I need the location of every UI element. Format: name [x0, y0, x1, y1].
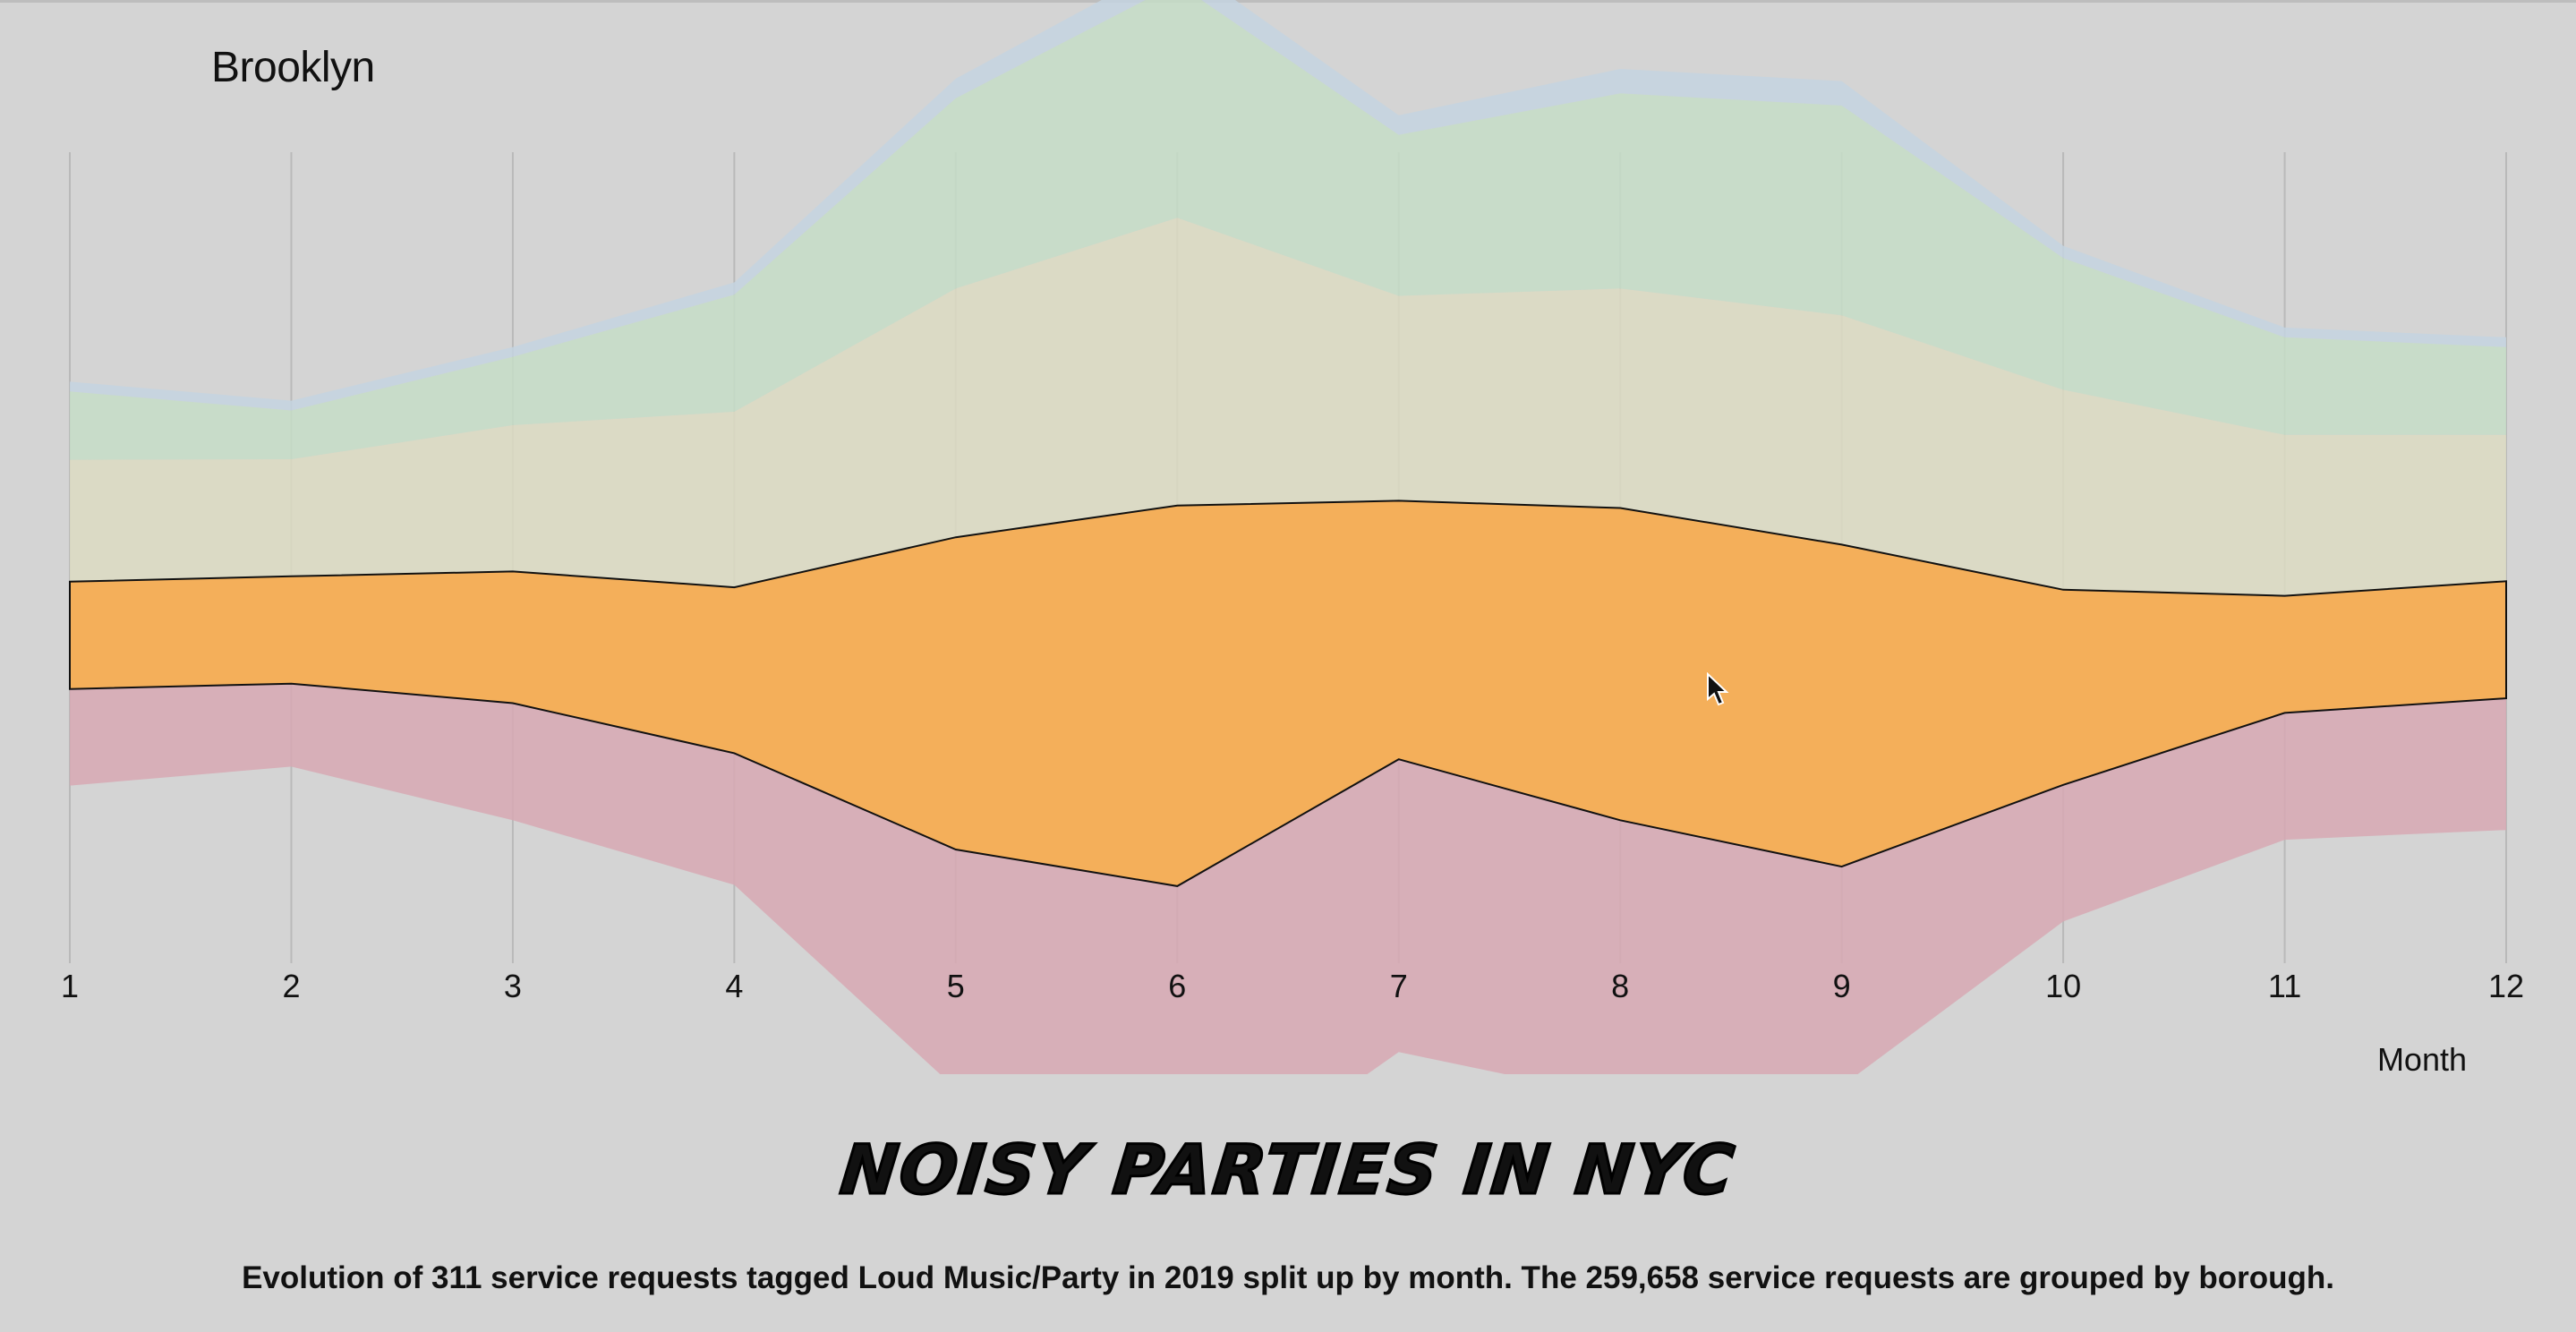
x-tick-label: 4 — [725, 968, 743, 1004]
stream-area[interactable] — [70, 683, 2506, 1074]
streamgraph-chart[interactable]: 1 2 3 4 5 6 7 8 9 10 11 12 Month — [0, 0, 2576, 1074]
hovered-series-label: Brooklyn — [211, 44, 375, 91]
x-tick-label: 7 — [1390, 968, 1408, 1004]
x-tick-label: 12 — [2488, 968, 2524, 1004]
stream-area[interactable] — [70, 0, 2506, 460]
stream-area[interactable] — [70, 0, 2506, 411]
x-axis-label: Month — [2377, 1041, 2467, 1074]
x-tick-label: 1 — [61, 968, 79, 1004]
x-tick-label: 5 — [947, 968, 965, 1004]
page-subtitle: Evolution of 311 service requests tagged… — [242, 1260, 2334, 1295]
stream-area[interactable] — [70, 218, 2506, 596]
x-tick-label: 6 — [1168, 968, 1186, 1004]
stream-area-highlighted[interactable] — [69, 500, 2507, 887]
x-tick-label: 8 — [1611, 968, 1629, 1004]
x-tick-label: 3 — [504, 968, 522, 1004]
x-tick-label: 2 — [282, 968, 300, 1004]
page-title: Noisy parties in NYC — [835, 1129, 1740, 1211]
x-tick-label: 9 — [1833, 968, 1851, 1004]
stream-areas[interactable] — [69, 0, 2507, 1074]
x-tick-label: 11 — [2268, 968, 2301, 1004]
mouse-pointer-icon — [1707, 672, 1729, 706]
x-axis-ticks: 1 2 3 4 5 6 7 8 9 10 11 12 — [61, 968, 2524, 1004]
x-tick-label: 10 — [2045, 968, 2081, 1004]
